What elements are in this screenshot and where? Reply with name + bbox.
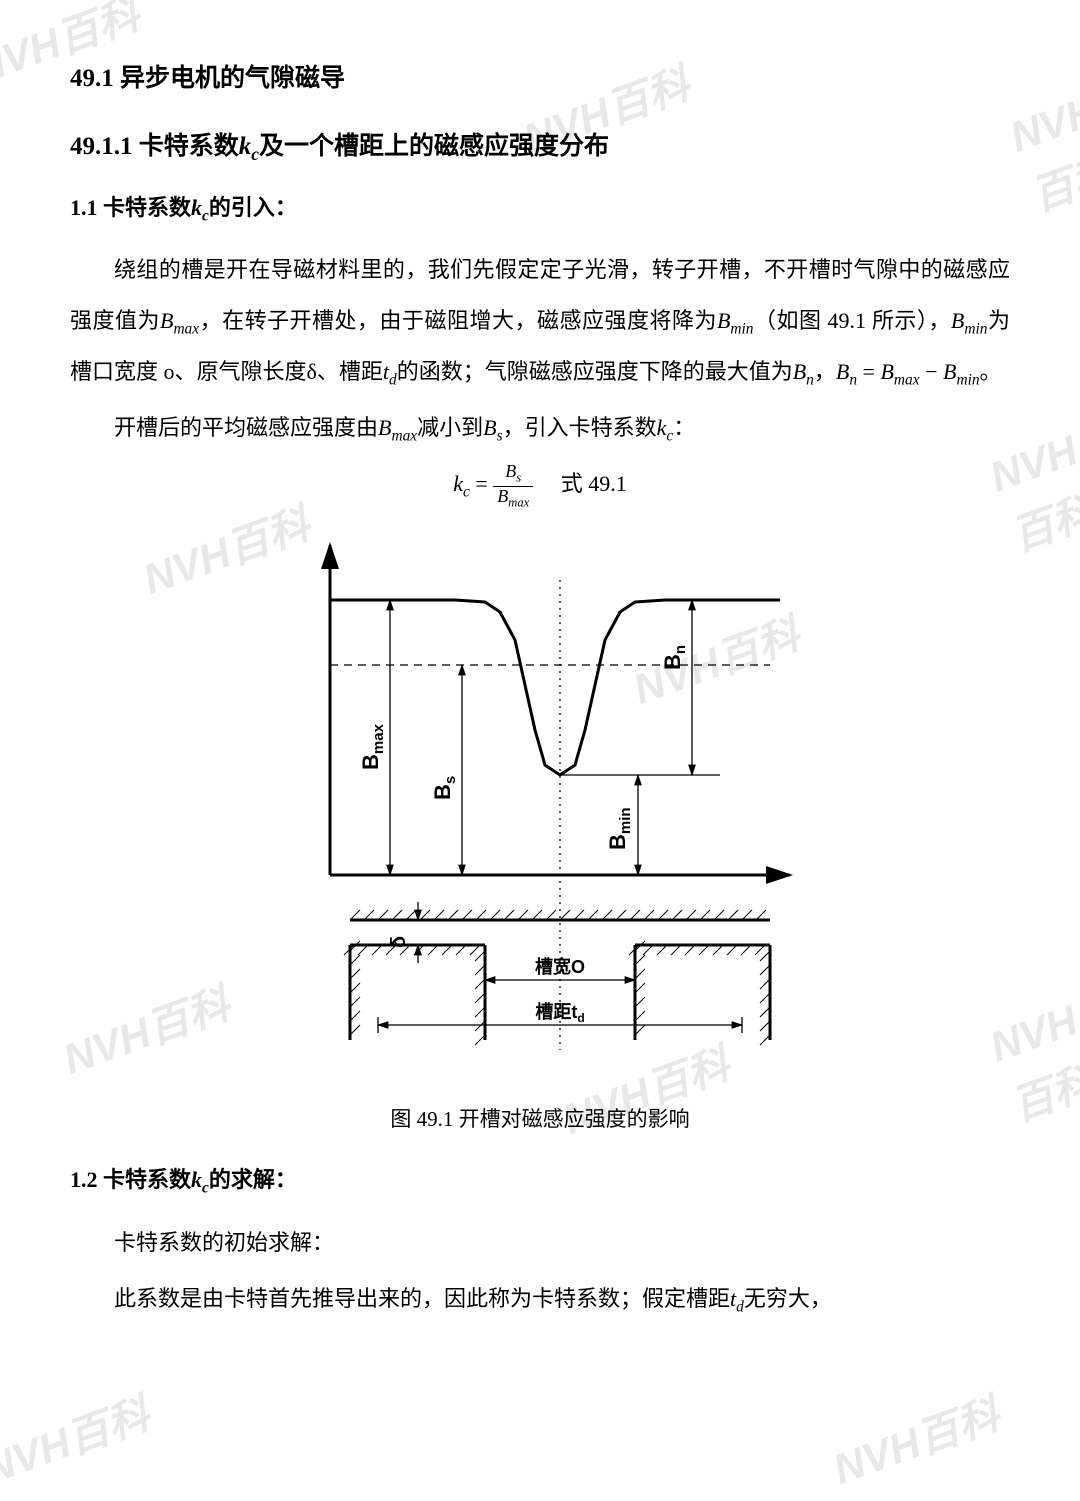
paragraph-4: 此系数是由卡特首先推导出来的，因此称为卡特系数；假定槽距td无穷大，: [70, 1274, 1010, 1325]
svg-text:Bmin: Bmin: [605, 808, 634, 851]
paragraph-2: 开槽后的平均磁感应强度由Bmax减小到Bs，引入卡特系数kc：: [70, 403, 1010, 454]
subsection-heading: 49.1.1 卡特系数kc及一个槽距上的磁感应强度分布: [70, 128, 1010, 167]
section-heading: 49.1 异步电机的气隙磁导: [70, 60, 1010, 98]
paragraph-3: 卡特系数的初始求解：: [70, 1218, 1010, 1269]
figure-caption: 图 49.1 开槽对磁感应强度的影响: [70, 1104, 1010, 1136]
svg-text:Bn: Bn: [660, 645, 689, 670]
svg-text:槽宽O: 槽宽O: [535, 956, 585, 977]
subsubsection-heading-1: 1.1 卡特系数kc的引入：: [70, 191, 1010, 228]
svg-text:槽距td: 槽距td: [535, 1001, 584, 1025]
svg-text:Bmax: Bmax: [358, 724, 387, 771]
paragraph-1: 绕组的槽是开在导磁材料里的，我们先假定定子光滑，转子开槽，不开槽时气隙中的磁感应…: [70, 245, 1010, 397]
svg-text:δ: δ: [388, 936, 410, 948]
svg-text:Bs: Bs: [430, 776, 459, 800]
equation-49-1: kc = Bs Bmax 式 49.1: [70, 462, 1010, 510]
subsubsection-heading-2: 1.2 卡特系数kc的求解：: [70, 1163, 1010, 1200]
figure-49-1: Bmax Bs Bn Bmin δ 槽宽O 槽距td: [70, 520, 1010, 1090]
